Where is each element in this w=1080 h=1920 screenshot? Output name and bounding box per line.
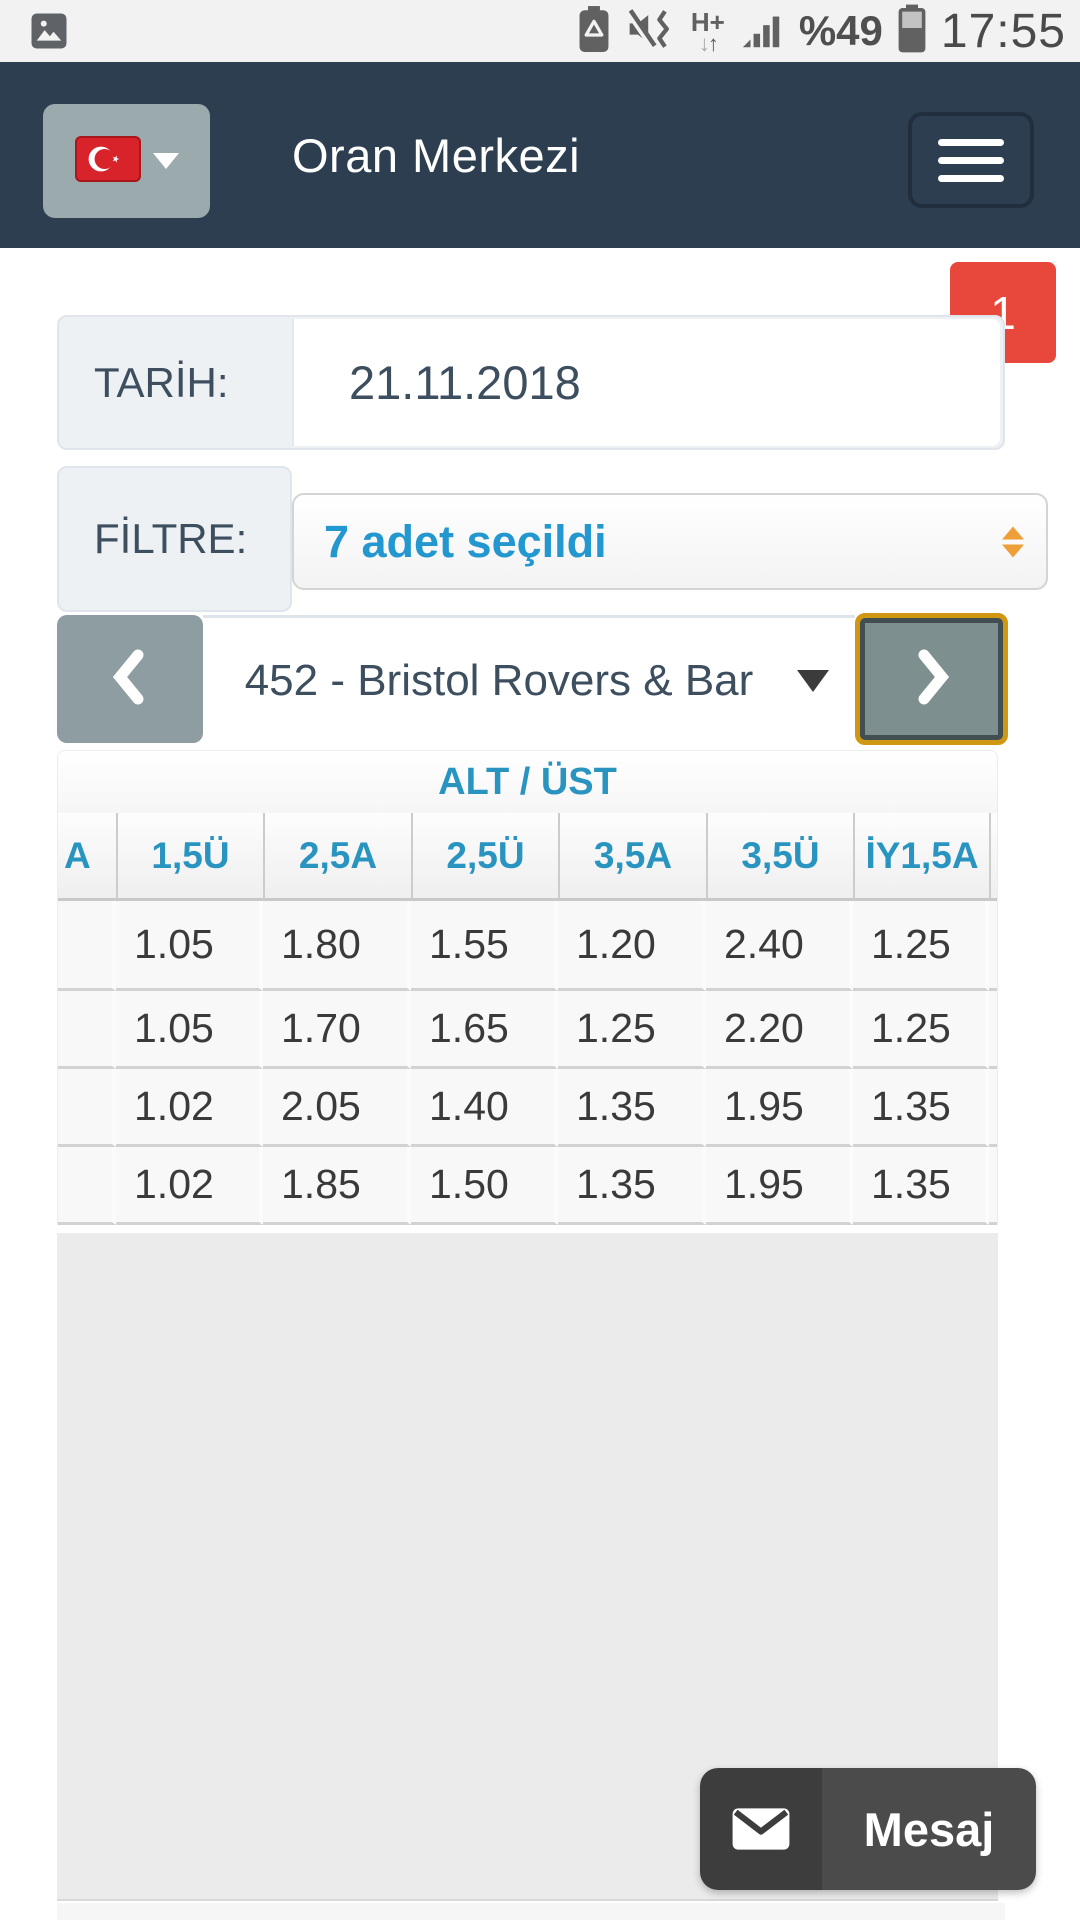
odds-cell[interactable] <box>989 1147 997 1225</box>
odds-cell[interactable]: 1.05 <box>116 901 263 991</box>
chevron-down-icon <box>152 153 179 169</box>
next-match-button[interactable] <box>855 613 1008 745</box>
turkish-flag-icon <box>74 135 141 187</box>
chevron-left-icon <box>108 647 152 712</box>
odds-row-highlighted: 1.05 1.80 1.55 1.20 2.40 1.25 <box>58 901 997 991</box>
column-header: 3,5A <box>558 813 706 901</box>
odds-cell[interactable] <box>989 1069 997 1147</box>
network-type-label: H+ <box>690 7 725 37</box>
hamburger-bar <box>938 174 1004 182</box>
column-header: 1,5Ü <box>116 813 263 901</box>
match-select[interactable]: 452 - Bristol Rovers & Bar <box>203 615 855 743</box>
odds-cell[interactable]: 2.40 <box>706 901 853 991</box>
envelope-icon <box>700 1768 822 1890</box>
date-field-group: TARİH: 21.11.2018 <box>57 315 1005 450</box>
odds-cell[interactable]: 2.05 <box>263 1069 411 1147</box>
odds-row: 1.02 1.85 1.50 1.35 1.95 1.35 <box>58 1147 997 1225</box>
footer-strip <box>57 1903 1005 1920</box>
odds-cell[interactable]: 1.65 <box>411 991 558 1069</box>
download-arrow-icon: ↓ <box>698 31 710 56</box>
odds-cell[interactable] <box>58 901 116 991</box>
odds-cell[interactable]: 1.95 <box>706 1069 853 1147</box>
column-header: 3,5Ü <box>706 813 853 901</box>
select-arrows-icon <box>1002 526 1024 557</box>
odds-cell[interactable]: 1.95 <box>706 1147 853 1225</box>
odds-cell[interactable] <box>58 991 116 1069</box>
odds-cell[interactable]: 1.70 <box>263 991 411 1069</box>
battery-saver-icon <box>577 5 611 58</box>
odds-cell[interactable]: 1.25 <box>853 991 989 1069</box>
odds-cell[interactable]: 1.02 <box>116 1147 263 1225</box>
filter-selected-value: 7 adet seçildi <box>324 515 607 567</box>
status-icons-cluster: H+ ↓↑ %49 17 <box>577 0 1066 62</box>
navbar: Oran Merkezi <box>0 62 1080 248</box>
battery-icon <box>897 4 927 59</box>
filter-label: FİLTRE: <box>57 466 292 612</box>
language-selector-button[interactable] <box>43 104 210 218</box>
chevron-down-icon <box>797 669 829 692</box>
match-selected-value: 452 - Bristol Rovers & Bar <box>244 655 754 705</box>
filter-select[interactable]: 7 adet seçildi <box>292 493 1048 590</box>
odds-cell[interactable]: 2.20 <box>706 991 853 1069</box>
table-title: ALT / ÜST <box>58 751 997 813</box>
network-hplus-icon: H+ ↓↑ <box>691 9 725 55</box>
page-title: Oran Merkezi <box>292 128 581 182</box>
odds-cell[interactable] <box>989 901 997 991</box>
odds-cell[interactable]: 1.35 <box>853 1147 989 1225</box>
column-header: 2,5A <box>263 813 411 901</box>
status-bar: H+ ↓↑ %49 17 <box>0 0 1080 62</box>
odds-cell[interactable]: 1.40 <box>411 1069 558 1147</box>
odds-cell[interactable]: 1.50 <box>411 1147 558 1225</box>
message-button[interactable]: Mesaj <box>700 1768 1036 1890</box>
clock-label: 17:55 <box>940 4 1066 58</box>
previous-match-button[interactable] <box>57 615 203 743</box>
odds-cell[interactable]: 1.35 <box>558 1069 706 1147</box>
odds-cell[interactable]: 1.80 <box>263 901 411 991</box>
odds-table-panel: ALT / ÜST A 1,5Ü 2,5A 2,5Ü 3,5A 3,5Ü İY1… <box>57 750 998 1225</box>
odds-cell[interactable] <box>58 1069 116 1147</box>
odds-cell[interactable]: 1.20 <box>558 901 706 991</box>
chevron-right-icon <box>910 647 954 712</box>
odds-cell[interactable]: 1.25 <box>558 991 706 1069</box>
column-header: 2,5Ü <box>411 813 558 901</box>
column-header: A <box>58 813 116 901</box>
column-header <box>989 813 997 901</box>
date-input[interactable]: 21.11.2018 <box>292 319 1000 446</box>
hamburger-menu-button[interactable] <box>908 112 1034 208</box>
odds-cell[interactable]: 1.05 <box>116 991 263 1069</box>
odds-row: 1.05 1.70 1.65 1.25 2.20 1.25 <box>58 991 997 1069</box>
gallery-icon <box>28 10 70 57</box>
odds-row: 1.02 2.05 1.40 1.35 1.95 1.35 <box>58 1069 997 1147</box>
upload-arrow-icon: ↑ <box>707 31 719 56</box>
header-row: A 1,5Ü 2,5A 2,5Ü 3,5A 3,5Ü İY1,5A <box>58 813 997 901</box>
mute-vibrate-icon <box>625 6 677 57</box>
odds-cell[interactable] <box>989 991 997 1069</box>
hamburger-bar <box>938 156 1004 164</box>
date-label: TARİH: <box>94 358 229 406</box>
odds-cell[interactable]: 1.35 <box>853 1069 989 1147</box>
hamburger-bar <box>938 138 1004 146</box>
odds-cell[interactable]: 1.55 <box>411 901 558 991</box>
odds-cell[interactable]: 1.02 <box>116 1069 263 1147</box>
battery-percent-label: %49 <box>798 7 883 54</box>
odds-cell[interactable]: 1.25 <box>853 901 989 991</box>
odds-cell[interactable]: 1.35 <box>558 1147 706 1225</box>
odds-table: A 1,5Ü 2,5A 2,5Ü 3,5A 3,5Ü İY1,5A 1.05 1… <box>58 813 997 1225</box>
column-header: İY1,5A <box>853 813 989 901</box>
message-button-label: Mesaj <box>822 1768 1036 1890</box>
odds-cell[interactable]: 1.85 <box>263 1147 411 1225</box>
odds-cell[interactable] <box>58 1147 116 1225</box>
signal-strength-icon <box>739 6 785 57</box>
